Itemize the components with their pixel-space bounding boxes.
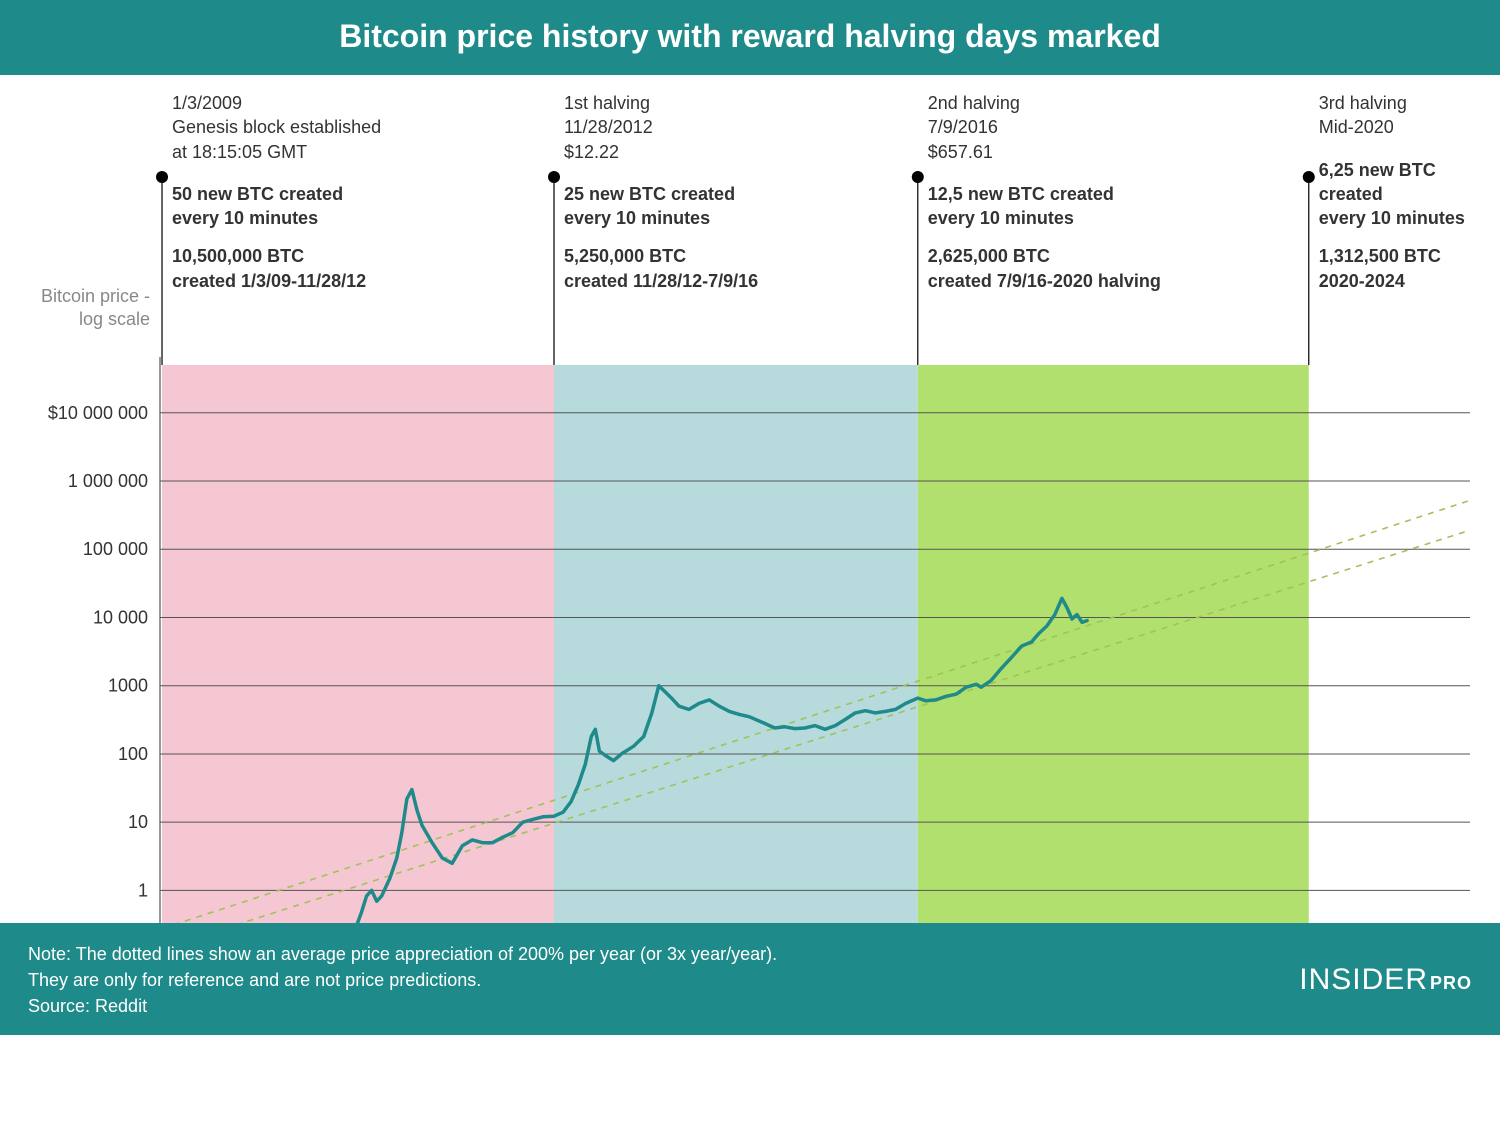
publisher-logo: INSIDERPRO <box>1299 958 1472 1002</box>
chart-area: Bitcoin price - log scale 0110100100010 … <box>0 75 1500 1035</box>
annot-body: 50 new BTC createdevery 10 minutes10,500… <box>172 182 502 293</box>
footer-notes: Note: The dotted lines show an average p… <box>28 941 777 1019</box>
annot-body: 6,25 new BTCcreatedevery 10 minutes1,312… <box>1319 158 1489 293</box>
ytick-label: 1000 <box>108 676 148 696</box>
ytick-label: 1 <box>138 880 148 900</box>
era-1 <box>162 365 554 945</box>
halving-annotation-2: 2nd halving7/9/2016$657.61 12,5 new BTC c… <box>928 91 1258 293</box>
halving-annotation-0: 1/3/2009Genesis block establishedat 18:1… <box>172 91 502 293</box>
halving-annotation-3: 3rd halvingMid-2020 6,25 new BTCcreatedev… <box>1319 91 1489 293</box>
ytick-label: $10 000 000 <box>48 403 148 423</box>
ytick-labels: 0110100100010 000100 0001 000 000$10 000… <box>48 403 148 955</box>
annot-head: 3rd halvingMid-2020 <box>1319 91 1489 140</box>
halving-annotation-1: 1st halving11/28/2012$12.22 25 new BTC cr… <box>564 91 894 293</box>
annot-body: 25 new BTC createdevery 10 minutes5,250,… <box>564 182 894 293</box>
ytick-label: 10 <box>128 812 148 832</box>
ytick-label: 100 <box>118 744 148 764</box>
chart-title: Bitcoin price history with reward halvin… <box>0 0 1500 75</box>
ytick-label: 100 000 <box>83 539 148 559</box>
era-2 <box>554 365 918 945</box>
ytick-label: 1 000 000 <box>68 471 148 491</box>
footer-line3: Source: Reddit <box>28 993 777 1019</box>
footer-line2: They are only for reference and are not … <box>28 967 777 993</box>
annotation-dot <box>548 171 560 183</box>
annotation-dot <box>912 171 924 183</box>
annot-head: 1/3/2009Genesis block establishedat 18:1… <box>172 91 502 164</box>
era-3 <box>918 365 1309 945</box>
chart-footer: Note: The dotted lines show an average p… <box>0 923 1500 1035</box>
annotation-dot <box>1303 171 1315 183</box>
annot-body: 12,5 new BTC createdevery 10 minutes2,62… <box>928 182 1258 293</box>
logo-main: INSIDER <box>1299 958 1428 1002</box>
footer-line1: Note: The dotted lines show an average p… <box>28 941 777 967</box>
annotation-dot <box>156 171 168 183</box>
annot-head: 2nd halving7/9/2016$657.61 <box>928 91 1258 164</box>
regions-layer <box>162 365 1309 945</box>
ytick-label: 10 000 <box>93 607 148 627</box>
annot-head: 1st halving11/28/2012$12.22 <box>564 91 894 164</box>
logo-suffix: PRO <box>1430 970 1472 996</box>
